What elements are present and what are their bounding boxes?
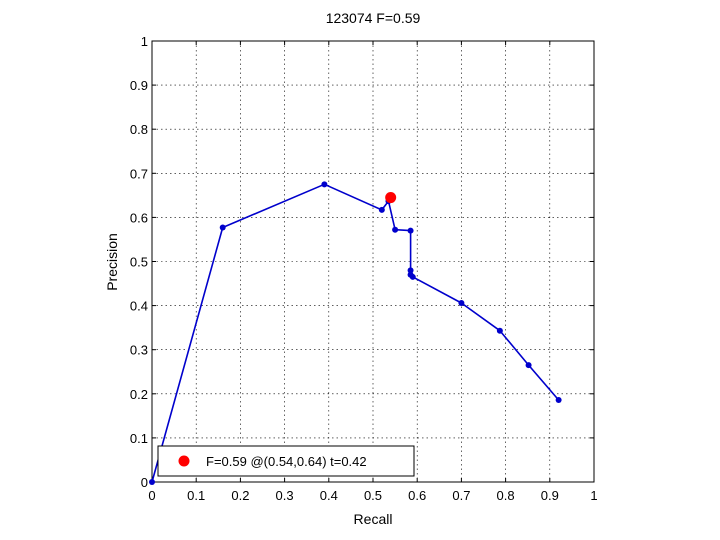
y-tick-label: 0.5 [130,255,148,270]
y-tick-label: 0.2 [130,387,148,402]
y-tick-label: 0.1 [130,431,148,446]
pr-curve-point [392,226,399,233]
y-tick-label: 0.7 [130,166,148,181]
legend-box [157,445,415,477]
y-tick-label: 0.6 [130,210,148,225]
x-tick-label: 0.1 [187,488,205,503]
chart-title: 123074 F=0.59 [326,10,421,26]
x-tick-label: 0.3 [276,488,294,503]
x-tick-label: 0 [148,488,155,503]
x-tick-label: 1 [590,488,597,503]
y-tick-label: 0.8 [130,122,148,137]
pr-curve-point [219,224,226,231]
best-point-layer [385,192,397,204]
y-tick-label: 0.9 [130,78,148,93]
pr-curve-point [555,396,562,403]
best-f-point [385,192,397,204]
pr-curve-point [378,206,385,213]
y-tick-label: 0.3 [130,343,148,358]
y-tick-label: 1 [141,34,148,49]
x-tick-label: 0.7 [452,488,470,503]
pr-curve-point [496,327,503,334]
x-axis-label: Recall [354,511,393,527]
pr-curve-point [407,267,414,274]
pr-curve-point [149,479,155,485]
pr-curve-point [409,273,416,280]
y-tick-label: 0.4 [130,299,148,314]
pr-curve-point [321,181,328,188]
legend: F=0.59 @(0.54,0.64) t=0.42 [157,445,415,477]
y-axis-label: Precision [104,233,120,291]
pr-curve-point [525,362,532,369]
pr-curve-line [151,183,560,483]
x-tick-label: 0.8 [497,488,515,503]
x-tick-label: 0.9 [541,488,559,503]
pr-curve-point [407,227,414,234]
y-tick-label: 0 [141,475,148,490]
pr-curve-point [458,299,465,306]
x-tick-label: 0.4 [320,488,338,503]
legend-marker [178,455,190,467]
x-tick-label: 0.2 [231,488,249,503]
data-series [149,181,562,485]
x-tick-label: 0.6 [408,488,426,503]
x-tick-label: 0.5 [364,488,382,503]
legend-entry: F=0.59 @(0.54,0.64) t=0.42 [206,454,367,469]
grid-lines [152,41,594,482]
axis-ticks: 0 0.1 0.2 0.3 0.4 0.5 0.6 0.7 0.8 0.9 1 0 0.1 0.2 0.3 0… [130,34,598,503]
